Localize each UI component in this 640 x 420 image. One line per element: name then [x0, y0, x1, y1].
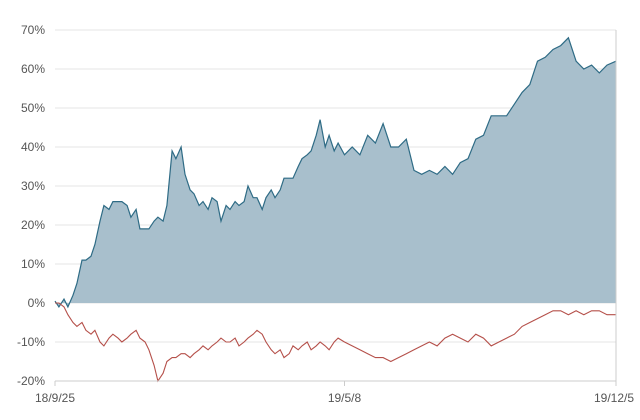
y-tick-label: 20% [21, 218, 45, 232]
red-series-line [55, 302, 616, 383]
y-tick-label: 50% [21, 101, 45, 115]
area-series-line [54, 36, 617, 309]
y-tick-label: 40% [21, 140, 45, 154]
x-tick-label: 18/9/25 [35, 391, 75, 405]
axis-layer [54, 30, 617, 386]
y-tick-label: -10% [17, 335, 45, 349]
y-tick-label: 10% [21, 257, 45, 271]
label-layer: 70% 60% 50% 40% 30% 20% 10% 0% -10% -20% 18/9/25 19… [17, 23, 634, 405]
area-layer [54, 36, 617, 383]
y-tick-label: -20% [17, 374, 45, 388]
y-tick-label: 70% [21, 23, 45, 37]
area-fill [55, 37, 616, 307]
x-tick-label: 19/5/8 [328, 391, 362, 405]
y-tick-label: 30% [21, 179, 45, 193]
y-tick-label: 60% [21, 62, 45, 76]
x-tick-label: 19/12/5 [594, 391, 634, 405]
y-tick-label: 0% [28, 296, 46, 310]
